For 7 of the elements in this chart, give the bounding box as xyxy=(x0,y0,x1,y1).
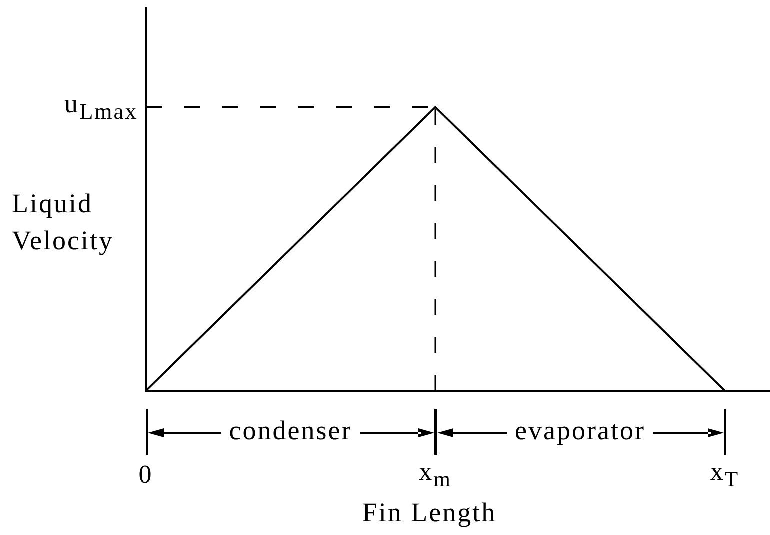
x-axis-title: Fin Length xyxy=(362,498,497,528)
x-tick-label: x$_{T}$ xyxy=(710,457,740,492)
y-axis-title: Liquid Velocity xyxy=(12,188,115,258)
text: condenser xyxy=(229,416,352,446)
x-tick-label: x$_{m}$ xyxy=(419,457,452,492)
x-tick-label: 0 xyxy=(138,460,154,489)
text: evaporator xyxy=(515,416,646,446)
